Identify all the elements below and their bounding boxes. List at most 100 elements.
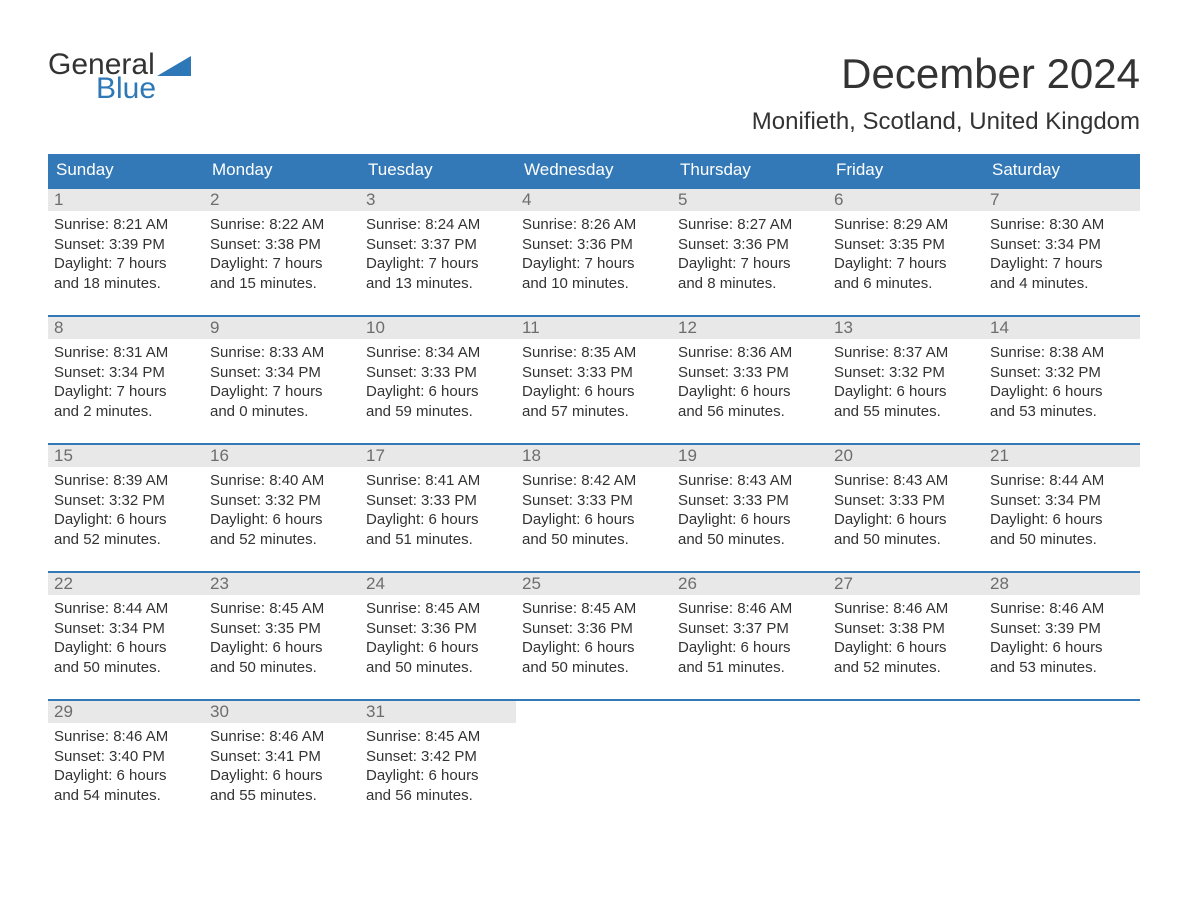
day-number: 14 [984,317,1140,339]
sunset-line: Sunset: 3:32 PM [984,363,1134,383]
sunset-line: Sunset: 3:36 PM [360,619,510,639]
day-number: 9 [204,317,360,339]
calendar-cell: 31Sunrise: 8:45 AMSunset: 3:42 PMDayligh… [360,699,516,827]
day-number: 7 [984,189,1140,211]
sunset-line: Sunset: 3:33 PM [672,363,822,383]
daylight-line-1: Daylight: 6 hours [48,510,198,530]
sunset-line: Sunset: 3:36 PM [672,235,822,255]
day-number: 1 [48,189,204,211]
sunset-line: Sunset: 3:34 PM [204,363,354,383]
weekday-header: Friday [828,154,984,187]
sunset-line: Sunset: 3:39 PM [984,619,1134,639]
sunrise-line: Sunrise: 8:44 AM [48,599,198,619]
sunrise-line: Sunrise: 8:40 AM [204,471,354,491]
daylight-line-1: Daylight: 6 hours [204,766,354,786]
calendar-cell: 8Sunrise: 8:31 AMSunset: 3:34 PMDaylight… [48,315,204,443]
weekday-header: Sunday [48,154,204,187]
daylight-line-1: Daylight: 6 hours [204,510,354,530]
sunrise-line: Sunrise: 8:45 AM [204,599,354,619]
sunrise-line: Sunrise: 8:26 AM [516,215,666,235]
sunset-line: Sunset: 3:41 PM [204,747,354,767]
header: General Blue December 2024 [48,50,1140,104]
sunset-line: Sunset: 3:35 PM [828,235,978,255]
daylight-line-2: and 57 minutes. [516,402,666,422]
daylight-line-1: Daylight: 6 hours [360,382,510,402]
day-number: 20 [828,445,984,467]
sunrise-line: Sunrise: 8:38 AM [984,343,1134,363]
daylight-line-1: Daylight: 6 hours [360,510,510,530]
sunrise-line: Sunrise: 8:45 AM [516,599,666,619]
sunrise-line: Sunrise: 8:35 AM [516,343,666,363]
sunrise-line: Sunrise: 8:24 AM [360,215,510,235]
daylight-line-2: and 6 minutes. [828,274,978,294]
daylight-line-1: Daylight: 6 hours [48,638,198,658]
calendar-cell: . [672,699,828,827]
location-subtitle: Monifieth, Scotland, United Kingdom [48,108,1140,136]
sunset-line: Sunset: 3:38 PM [204,235,354,255]
day-number: 30 [204,701,360,723]
sunrise-line: Sunrise: 8:43 AM [672,471,822,491]
calendar-cell: . [516,699,672,827]
daylight-line-2: and 50 minutes. [48,658,198,678]
logo-triangle-icon [157,56,191,76]
sunrise-line: Sunrise: 8:29 AM [828,215,978,235]
day-number: 4 [516,189,672,211]
sunrise-line: Sunrise: 8:44 AM [984,471,1134,491]
day-number: 11 [516,317,672,339]
sunset-line: Sunset: 3:35 PM [204,619,354,639]
daylight-line-2: and 54 minutes. [48,786,198,806]
daylight-line-2: and 10 minutes. [516,274,666,294]
calendar-grid: Sunday Monday Tuesday Wednesday Thursday… [48,154,1140,827]
sunset-line: Sunset: 3:33 PM [828,491,978,511]
daylight-line-2: and 2 minutes. [48,402,198,422]
sunrise-line: Sunrise: 8:45 AM [360,599,510,619]
daylight-line-1: Daylight: 6 hours [672,638,822,658]
calendar-cell: 11Sunrise: 8:35 AMSunset: 3:33 PMDayligh… [516,315,672,443]
daylight-line-2: and 50 minutes. [516,530,666,550]
weekday-header: Wednesday [516,154,672,187]
calendar-cell: . [984,699,1140,827]
sunset-line: Sunset: 3:33 PM [672,491,822,511]
day-number: 12 [672,317,828,339]
daylight-line-2: and 52 minutes. [828,658,978,678]
sunrise-line: Sunrise: 8:46 AM [984,599,1134,619]
sunset-line: Sunset: 3:33 PM [516,363,666,383]
sunset-line: Sunset: 3:33 PM [516,491,666,511]
daylight-line-1: Daylight: 7 hours [48,382,198,402]
daylight-line-1: Daylight: 6 hours [360,638,510,658]
sunset-line: Sunset: 3:32 PM [828,363,978,383]
sunrise-line: Sunrise: 8:27 AM [672,215,822,235]
weekday-header: Thursday [672,154,828,187]
day-number: 15 [48,445,204,467]
daylight-line-2: and 53 minutes. [984,402,1134,422]
day-number: 22 [48,573,204,595]
calendar-cell: 3Sunrise: 8:24 AMSunset: 3:37 PMDaylight… [360,187,516,315]
logo-text-blue: Blue [48,74,191,104]
daylight-line-1: Daylight: 7 hours [984,254,1134,274]
day-number: 27 [828,573,984,595]
sunset-line: Sunset: 3:37 PM [672,619,822,639]
daylight-line-2: and 8 minutes. [672,274,822,294]
sunrise-line: Sunrise: 8:46 AM [828,599,978,619]
day-number: 2 [204,189,360,211]
daylight-line-2: and 51 minutes. [672,658,822,678]
calendar-cell: 4Sunrise: 8:26 AMSunset: 3:36 PMDaylight… [516,187,672,315]
daylight-line-2: and 18 minutes. [48,274,198,294]
sunrise-line: Sunrise: 8:46 AM [48,727,198,747]
daylight-line-1: Daylight: 7 hours [204,254,354,274]
calendar-cell: 2Sunrise: 8:22 AMSunset: 3:38 PMDaylight… [204,187,360,315]
daylight-line-1: Daylight: 6 hours [516,638,666,658]
daylight-line-2: and 56 minutes. [672,402,822,422]
calendar-cell: 16Sunrise: 8:40 AMSunset: 3:32 PMDayligh… [204,443,360,571]
calendar-cell: 30Sunrise: 8:46 AMSunset: 3:41 PMDayligh… [204,699,360,827]
daylight-line-2: and 50 minutes. [984,530,1134,550]
calendar-cell: 22Sunrise: 8:44 AMSunset: 3:34 PMDayligh… [48,571,204,699]
sunset-line: Sunset: 3:40 PM [48,747,198,767]
calendar-cell: 6Sunrise: 8:29 AMSunset: 3:35 PMDaylight… [828,187,984,315]
calendar-cell: 18Sunrise: 8:42 AMSunset: 3:33 PMDayligh… [516,443,672,571]
daylight-line-2: and 15 minutes. [204,274,354,294]
daylight-line-1: Daylight: 6 hours [204,638,354,658]
sunrise-line: Sunrise: 8:31 AM [48,343,198,363]
calendar-cell: 15Sunrise: 8:39 AMSunset: 3:32 PMDayligh… [48,443,204,571]
daylight-line-2: and 50 minutes. [828,530,978,550]
